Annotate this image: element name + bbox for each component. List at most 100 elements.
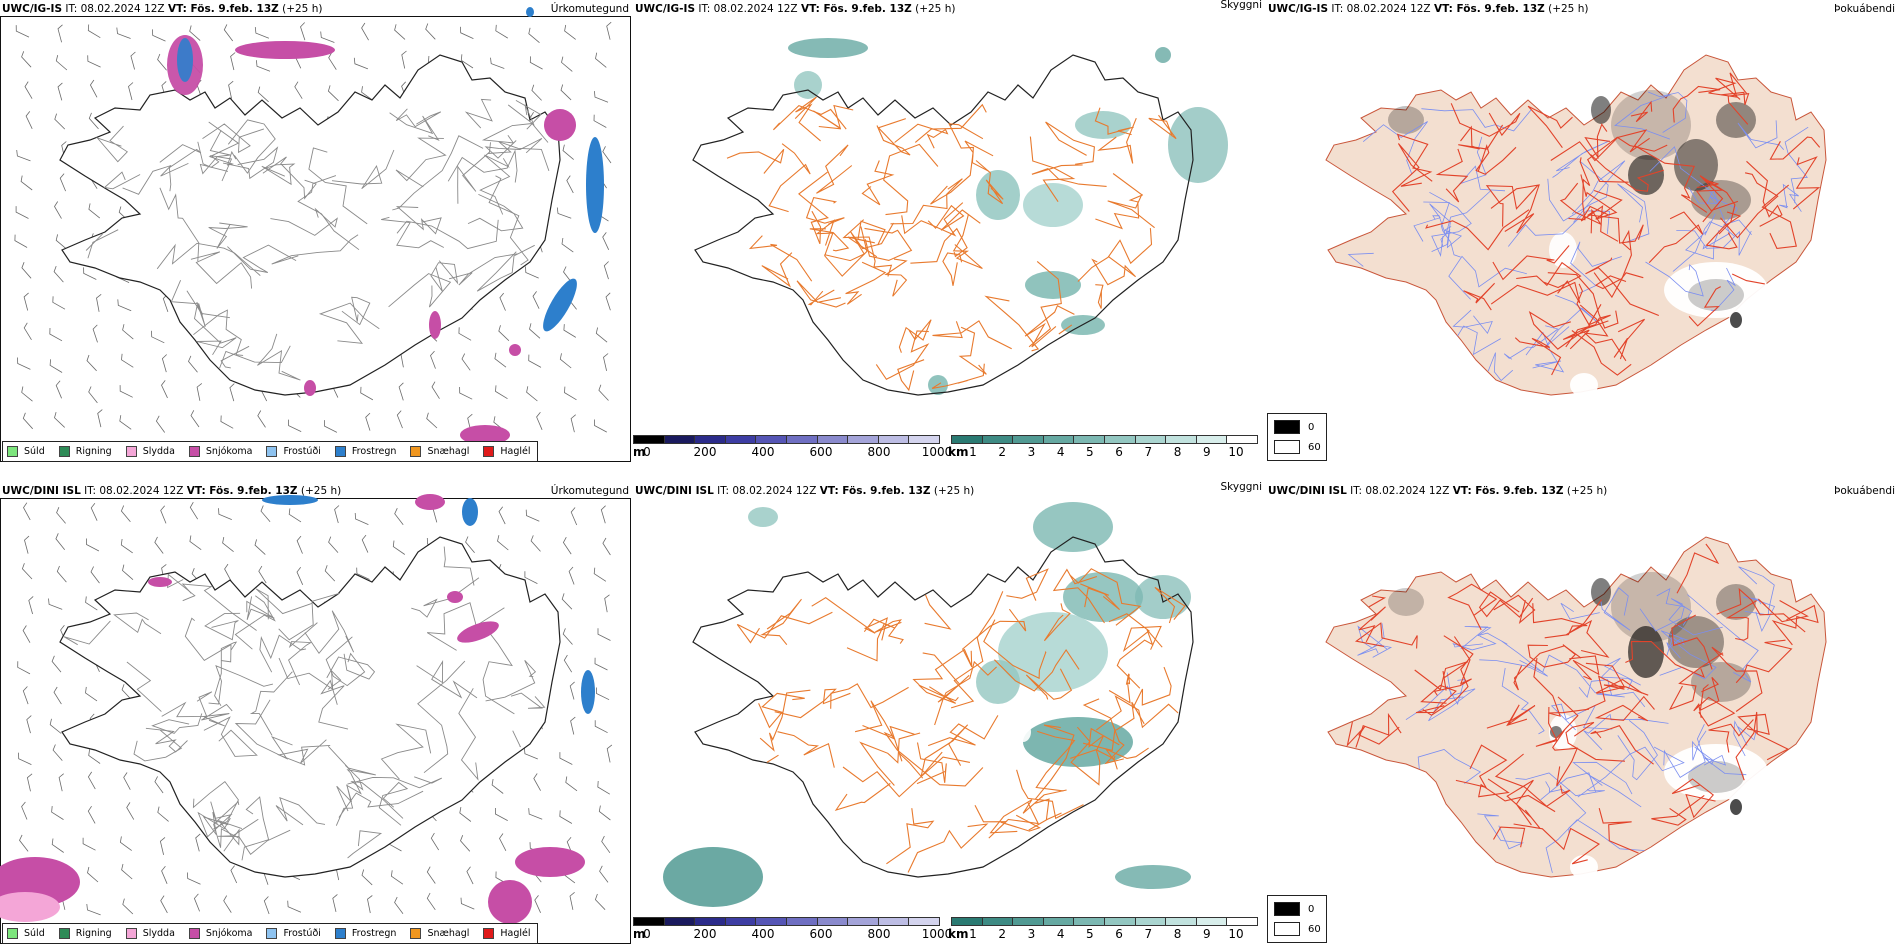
scale-tick: 600 — [809, 445, 833, 459]
road-network — [736, 568, 1186, 873]
wind-barb — [189, 502, 199, 520]
road-segment — [1455, 744, 1508, 789]
wind-barb — [593, 567, 607, 582]
road-segment — [510, 692, 546, 709]
road-segment — [1585, 257, 1660, 317]
wind-barb — [526, 386, 538, 402]
wind-barb — [320, 31, 335, 43]
wind-barb — [563, 654, 573, 673]
road-segment — [974, 802, 1040, 839]
wind-barb — [562, 537, 572, 555]
road-segment — [338, 790, 424, 818]
wind-barb — [559, 810, 573, 824]
road-segment — [1016, 769, 1084, 820]
fog-swatch-0 — [1274, 420, 1300, 434]
road-segment — [876, 118, 911, 156]
road-segment — [1503, 325, 1559, 360]
wind-barb — [56, 565, 67, 583]
precip-type-panel-row2: UWC/DINI ISL IT: 08.02.2024 12Z VT: Fös.… — [0, 482, 633, 947]
road-segment — [1006, 568, 1049, 601]
road-segment — [1617, 183, 1650, 243]
legend-swatch — [125, 928, 137, 939]
road-segment — [1432, 190, 1492, 237]
road-segment — [1593, 229, 1632, 299]
road-segment — [984, 295, 1040, 352]
road-segment — [807, 289, 835, 306]
road-segment — [1501, 667, 1545, 735]
road-segment — [1630, 100, 1653, 123]
legend-swatch — [483, 928, 495, 939]
road-segment — [1692, 730, 1747, 776]
road-segment — [515, 100, 542, 130]
road-segment — [1685, 213, 1720, 260]
scale-tick: 7 — [1144, 927, 1153, 941]
wind-barb — [528, 808, 543, 820]
wind-barb — [361, 22, 369, 41]
road-segment — [1429, 191, 1472, 257]
legend-swatch — [410, 928, 422, 939]
precip-type-panel-row1: UWC/IG-IS IT: 08.02.2024 12Z VT: Fös. 9.… — [0, 0, 633, 465]
road-segment — [277, 739, 331, 766]
panel-header: UWC/IG-IS IT: 08.02.2024 12Z VT: Fös. 9.… — [1268, 3, 1589, 15]
wind-barb — [48, 598, 63, 610]
panel-header: UWC/IG-IS IT: 08.02.2024 12Z VT: Fös. 9.… — [635, 3, 956, 15]
road-segment — [907, 823, 989, 873]
road-segment — [1095, 695, 1179, 731]
wind-barb — [561, 593, 573, 610]
precip-type-map — [14, 7, 612, 445]
wind-barb — [459, 386, 473, 400]
legend-item-snjokoma: Snjókoma — [188, 446, 252, 457]
road-segment — [1357, 644, 1393, 658]
road-segment — [396, 219, 499, 250]
road-network — [1391, 72, 1821, 376]
panel-product-title: Úrkomutegund — [550, 3, 629, 15]
road-segment — [1594, 272, 1644, 290]
road-segment — [197, 141, 233, 182]
wind-barb — [56, 507, 66, 524]
road-segment — [389, 112, 440, 141]
road-segment — [811, 597, 889, 641]
road-segment — [331, 149, 395, 190]
scale-segment — [982, 436, 1014, 443]
road-segment — [758, 692, 805, 729]
road-segment — [842, 219, 893, 277]
wind-barb — [51, 655, 62, 673]
scale-tick: 200 — [693, 445, 717, 459]
wind-barb — [188, 355, 198, 373]
legend-swatch — [334, 928, 346, 939]
wind-barb — [122, 564, 134, 581]
road-segment — [1043, 603, 1071, 642]
wind-barb — [466, 866, 474, 885]
scale-tick: 7 — [1144, 445, 1153, 459]
road-segment — [1721, 91, 1750, 125]
visibility-panel-row1: UWC/IG-IS IT: 08.02.2024 12Z VT: Fös. 9.… — [633, 0, 1266, 465]
road-segment — [1417, 749, 1482, 784]
visibility-km-scale: km 1 2 3 4 5 6 7 8 9 10 — [948, 435, 1266, 465]
scale-tick: 10 — [1228, 927, 1244, 941]
road-segment — [1545, 819, 1645, 873]
scale-segment — [786, 436, 818, 443]
scale-segment — [1196, 436, 1228, 443]
wind-barb — [536, 412, 543, 430]
road-network — [726, 96, 1177, 392]
wind-barb — [220, 415, 234, 429]
road-segment — [1617, 719, 1658, 781]
precip-type-map — [0, 494, 613, 924]
wind-barb — [154, 536, 164, 554]
scale-segment — [1135, 918, 1167, 925]
road-segment — [1108, 613, 1162, 653]
road-segment — [772, 104, 847, 131]
legend-swatch — [7, 446, 18, 457]
wind-barb — [218, 508, 232, 520]
wind-barb — [117, 299, 132, 312]
road-segment — [875, 330, 930, 381]
road-segment — [1600, 657, 1641, 691]
wind-barb — [561, 56, 573, 72]
road-segment — [910, 227, 968, 264]
road-segment — [1742, 596, 1776, 633]
wind-barb — [53, 686, 62, 705]
road-segment — [1651, 794, 1705, 826]
road-segment — [219, 345, 291, 369]
wind-barb — [254, 27, 270, 39]
wind-barb — [195, 833, 201, 852]
